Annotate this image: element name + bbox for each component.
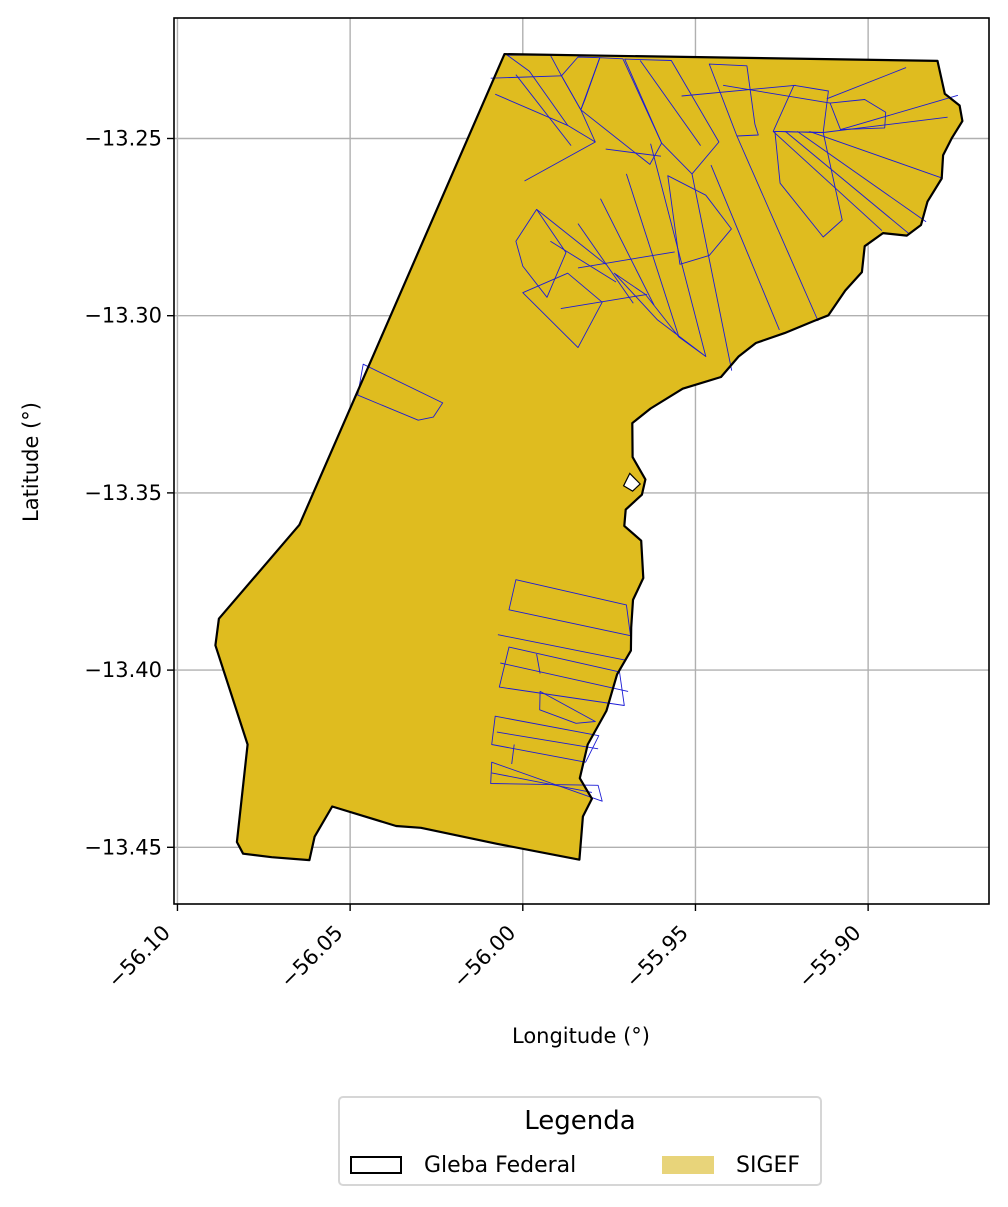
x-tick-label: −56.10 xyxy=(103,921,175,993)
sigef-division-line xyxy=(691,173,733,371)
y-axis-label: Latitude (°) xyxy=(19,402,43,522)
sigef-parcel xyxy=(613,272,707,357)
sigef-division-line xyxy=(772,131,883,231)
sigef-parcel xyxy=(708,63,759,137)
sigef-division-line xyxy=(809,130,943,179)
sigef-division-line xyxy=(681,84,796,97)
sigef-division-line xyxy=(600,198,655,306)
sigef-division-line xyxy=(491,772,592,793)
y-tick-label: −13.40 xyxy=(84,658,162,682)
sigef-parcel xyxy=(498,646,625,706)
x-tick-label: −56.00 xyxy=(448,921,520,993)
legend-label-gleba-federal: Gleba Federal xyxy=(424,1152,577,1178)
sigef-division-line xyxy=(723,84,831,104)
sigef-parcel xyxy=(829,99,887,131)
legend-entry-sigef: SIGEF xyxy=(662,1150,800,1180)
sigef-division-line xyxy=(736,135,819,322)
sigef-area xyxy=(215,54,963,861)
sigef-division-line xyxy=(650,143,707,357)
sigef-division-line xyxy=(497,634,626,661)
sigef-division-line xyxy=(500,662,629,692)
sigef-division-line xyxy=(605,148,661,157)
sigef-parcel xyxy=(539,690,596,724)
sigef-division-line xyxy=(511,744,515,765)
unfilled-gap xyxy=(622,472,642,492)
sigef-division-line xyxy=(490,75,562,79)
sigef-division-line xyxy=(785,131,910,235)
sigef-division-line xyxy=(524,141,596,182)
sigef-division-line xyxy=(536,654,541,674)
sigef-division-line xyxy=(550,240,617,283)
x-tick-label: −56.05 xyxy=(276,921,348,993)
y-tick-label: −13.25 xyxy=(84,126,162,150)
legend-label-sigef: SIGEF xyxy=(736,1152,801,1178)
sigef-parcel xyxy=(515,208,567,298)
sigef-parcel xyxy=(580,57,663,165)
legend-entry-gleba-federal: Gleba Federal xyxy=(350,1150,576,1180)
legend: Legenda Gleba Federal SIGEF xyxy=(338,1096,822,1186)
sigef-division-line xyxy=(536,209,606,265)
legend-title: Legenda xyxy=(524,1106,636,1136)
sigef-parcel xyxy=(624,58,720,175)
sigef-parcel xyxy=(491,715,600,763)
legend-swatch-outline-icon xyxy=(350,1156,402,1174)
y-tick-label: −13.30 xyxy=(84,304,162,328)
sigef-division-line xyxy=(495,93,568,126)
y-tick-label: −13.45 xyxy=(84,835,162,859)
sigef-division-line xyxy=(639,60,701,146)
x-axis-label: Longitude (°) xyxy=(512,1024,650,1048)
sigef-division-line xyxy=(496,731,599,750)
sigef-division-line xyxy=(577,251,675,269)
map-layer xyxy=(214,52,964,862)
sigef-division-line xyxy=(826,67,907,100)
sigef-division-line xyxy=(797,131,927,223)
plot-frame xyxy=(173,17,990,905)
y-tick-label: −13.35 xyxy=(84,481,162,505)
x-tick-label: −55.95 xyxy=(621,921,693,993)
legend-swatch-fill-icon xyxy=(662,1156,714,1174)
sigef-parcel xyxy=(506,54,596,143)
gleba-federal-boundary xyxy=(214,52,964,862)
sigef-parcel xyxy=(774,130,843,238)
x-tick-label: −55.90 xyxy=(794,921,866,993)
sigef-division-line xyxy=(710,164,780,331)
sigef-division-line xyxy=(515,74,572,146)
sigef-parcel xyxy=(490,761,603,802)
sigef-division-line xyxy=(560,293,648,310)
sigef-division-line xyxy=(840,94,959,131)
sigef-division-line xyxy=(823,116,948,133)
